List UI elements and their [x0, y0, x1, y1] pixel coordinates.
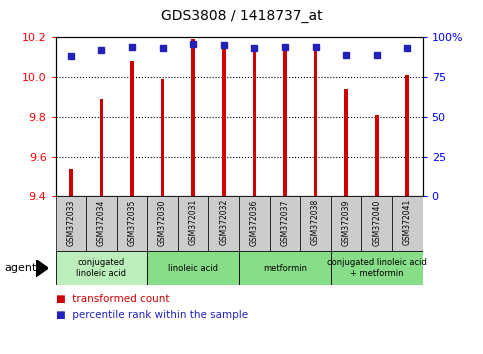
Bar	[222, 43, 226, 196]
Text: GSM372039: GSM372039	[341, 199, 351, 246]
Text: GSM372035: GSM372035	[128, 199, 137, 246]
Text: GSM372031: GSM372031	[189, 199, 198, 245]
Bar	[239, 251, 331, 285]
Text: GSM372036: GSM372036	[250, 199, 259, 246]
Bar	[161, 79, 164, 196]
Text: conjugated linoleic acid
+ metformin: conjugated linoleic acid + metformin	[327, 258, 426, 278]
Bar	[375, 115, 379, 196]
Bar	[392, 196, 423, 251]
Text: linoleic acid: linoleic acid	[168, 264, 218, 273]
Text: GSM372040: GSM372040	[372, 199, 381, 246]
Bar	[406, 75, 409, 196]
Bar	[331, 251, 423, 285]
Bar	[69, 169, 72, 196]
Polygon shape	[36, 260, 48, 276]
Text: GSM372037: GSM372037	[281, 199, 289, 246]
Text: GSM372032: GSM372032	[219, 199, 228, 245]
Text: metformin: metformin	[263, 264, 307, 273]
Bar	[56, 251, 147, 285]
Text: GSM372034: GSM372034	[97, 199, 106, 246]
Bar	[147, 251, 239, 285]
Bar	[300, 196, 331, 251]
Text: GSM372033: GSM372033	[66, 199, 75, 246]
Bar	[270, 196, 300, 251]
Text: GSM372041: GSM372041	[403, 199, 412, 245]
Bar	[283, 51, 287, 196]
Bar	[117, 196, 147, 251]
Bar	[361, 196, 392, 251]
Bar	[99, 99, 103, 196]
Text: ■  transformed count: ■ transformed count	[56, 294, 169, 304]
Text: ■  percentile rank within the sample: ■ percentile rank within the sample	[56, 310, 248, 320]
Bar	[331, 196, 361, 251]
Bar	[130, 61, 134, 196]
Bar	[56, 196, 86, 251]
Bar	[178, 196, 209, 251]
Bar	[147, 196, 178, 251]
Bar	[239, 196, 270, 251]
Bar	[253, 49, 256, 196]
Text: agent: agent	[5, 263, 37, 273]
Bar	[209, 196, 239, 251]
Bar	[344, 89, 348, 196]
Text: conjugated
linoleic acid: conjugated linoleic acid	[76, 258, 127, 278]
Bar	[314, 49, 317, 196]
Text: GSM372030: GSM372030	[158, 199, 167, 246]
Bar	[191, 39, 195, 196]
Bar	[86, 196, 117, 251]
Text: GDS3808 / 1418737_at: GDS3808 / 1418737_at	[161, 9, 322, 23]
Text: GSM372038: GSM372038	[311, 199, 320, 245]
